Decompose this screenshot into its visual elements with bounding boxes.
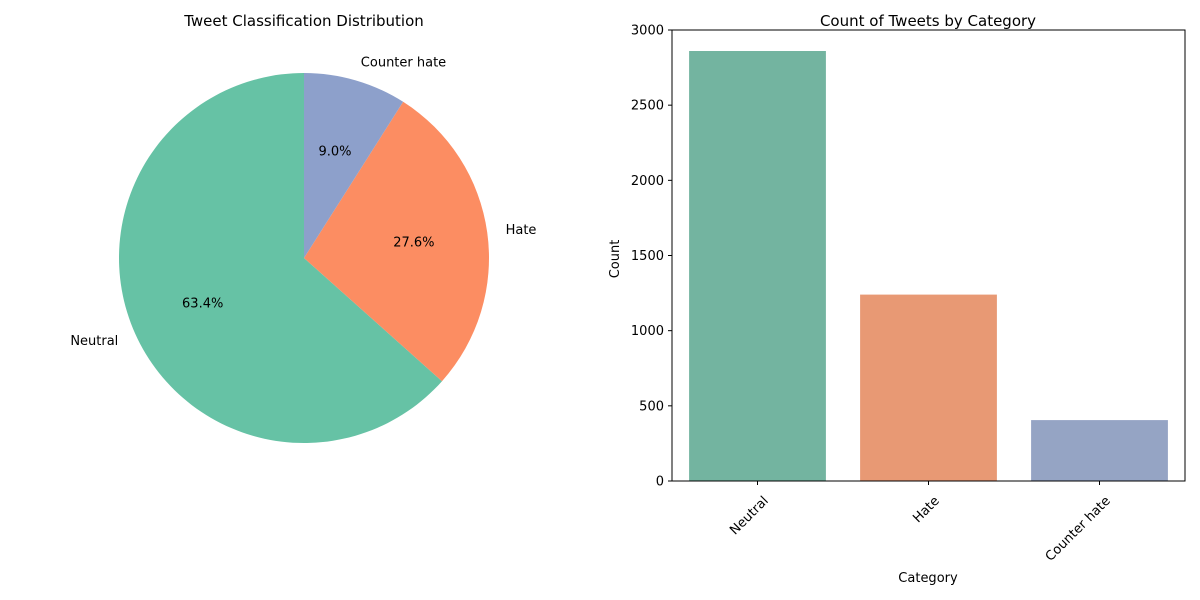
pie-slices [118,73,489,444]
y-tick-label: 3000 [631,24,664,39]
y-tick-label: 0 [656,475,664,490]
pie-slice-neutral [118,73,443,444]
y-axis-label: Count [608,240,623,279]
x-axis-label: Category [898,571,958,586]
x-tick-label-hate: Hate [910,494,942,526]
plot-frame [671,29,1186,482]
y-tick-label: 1000 [631,324,664,339]
pie-pct-hate: 27.6% [393,236,434,251]
pie-pct-counter-hate: 9.0% [318,144,351,159]
x-axis-ticks: Neutral Hate Counter hate [727,481,1114,565]
pie-pct-neutral: 63.4% [182,296,223,311]
bar-chart-bars [689,51,1168,481]
pie-label-hate: Hate [506,223,537,238]
pie-slice-hate [304,101,489,382]
y-tick-label: 500 [639,399,664,414]
bar-chart-title: Count of Tweets by Category [820,12,1036,30]
bar-neutral [689,51,826,481]
y-tick-label: 2000 [631,174,664,189]
pie-label-neutral: Neutral [70,334,118,349]
x-tick-label-counter-hate: Counter hate [1043,494,1114,565]
y-axis-ticks: 0 500 1000 1500 2000 2500 3000 [631,24,672,490]
pie-chart: Tweet Classification Distribution Neutra… [70,12,536,444]
pie-label-counter-hate: Counter hate [361,56,446,71]
y-tick-label: 2500 [631,99,664,114]
bar-hate [860,294,997,481]
bar-chart: Count of Tweets by Category 0 500 1000 1500… [608,12,1186,586]
pie-labels: Neutral 63.4% Hate 27.6% Counter hate 9.0% [70,56,536,350]
pie-slice-counter-hate [304,73,404,258]
bar-counter-hate [1031,420,1168,481]
x-tick-label-neutral: Neutral [727,494,772,539]
y-tick-label: 1500 [631,249,664,264]
pie-chart-title: Tweet Classification Distribution [183,12,424,30]
